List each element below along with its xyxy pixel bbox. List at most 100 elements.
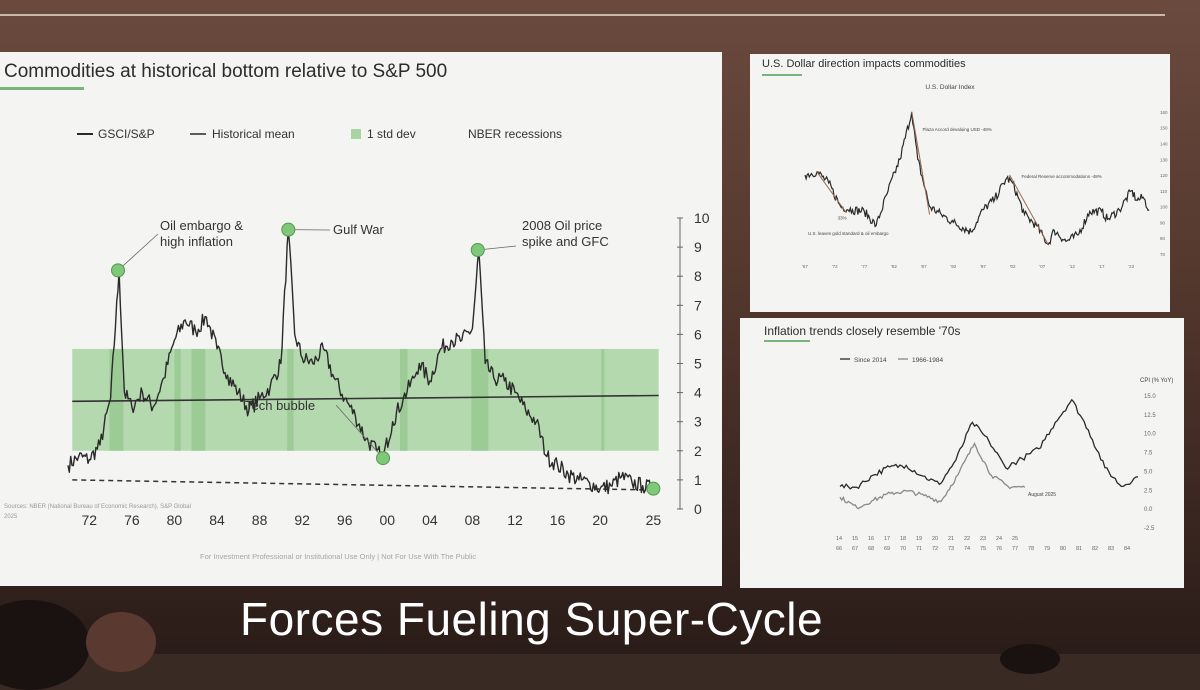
y-tick-label-9: 9 (694, 239, 702, 255)
x-tick-label-25: 25 (646, 512, 662, 528)
usd-y-tick-150: 150 (1160, 126, 1168, 131)
infl-x-top-20: 20 (932, 536, 938, 542)
legend-nber-label: NBER recessions (468, 127, 562, 141)
main-chart-panel: Commodities at historical bottom relativ… (0, 52, 722, 586)
inflation-y-title: CPI (% YoY) (1140, 378, 1173, 384)
inflation-chart-panel: Inflation trends closely resemble '70s S… (740, 318, 1184, 588)
slide-top-rule (0, 14, 1165, 16)
usd-y-tick-120: 120 (1160, 173, 1168, 178)
usd-x-tick-3: '82 (891, 264, 897, 269)
x-tick-label-20: 20 (592, 512, 608, 528)
x-tick-label-08: 08 (465, 512, 481, 528)
y-tick-label-1: 1 (694, 472, 702, 488)
annotation-text-2-0: 2008 Oil price (522, 218, 602, 233)
y-tick-label-2: 2 (694, 443, 702, 459)
usd-y-tick-80: 80 (1160, 236, 1166, 241)
x-tick-label-84: 84 (209, 512, 225, 528)
usd-y-tick-110: 110 (1160, 189, 1168, 194)
inflation-annotation: August 2025 (1028, 492, 1056, 498)
infl-x-bottom-75: 75 (980, 546, 986, 552)
usd-x-tick-11: '22 (1128, 264, 1134, 269)
infl-x-top-16: 16 (868, 536, 874, 542)
legend-std-swatch (351, 129, 361, 139)
event-marker-1 (282, 223, 295, 236)
usd-ann-pct: 33% (838, 215, 847, 220)
main-legend: GSCI/S&P Historical mean 1 std dev NBER … (77, 127, 562, 141)
usd-x-tick-0: '67 (802, 264, 808, 269)
usd-ann-gold: U.S. leaves gold standard & oil embargo (808, 231, 889, 236)
infl-x-bottom-67: 67 (852, 546, 858, 552)
usd-chart-panel: U.S. Dollar direction impacts commoditie… (750, 54, 1170, 312)
infl-x-bottom-80: 80 (1060, 546, 1066, 552)
y-tick-label-0: 0 (694, 501, 702, 517)
y-tick-label-10: 10 (694, 210, 710, 226)
slide-caption: Forces Fueling Super-Cycle (240, 592, 823, 646)
infl-x-top-15: 15 (852, 536, 858, 542)
nber-recession-4 (400, 349, 407, 451)
infl-x-top-23: 23 (980, 536, 986, 542)
infl-x-bottom-82: 82 (1092, 546, 1098, 552)
infl-y-tick-7: -2.5 (1144, 526, 1155, 532)
infl-x-top-17: 17 (884, 536, 890, 542)
x-tick-label-00: 00 (379, 512, 395, 528)
y-tick-label-5: 5 (694, 356, 702, 372)
usd-y-tick-70: 70 (1160, 252, 1166, 257)
infl-x-bottom-69: 69 (884, 546, 890, 552)
x-tick-label-16: 16 (550, 512, 566, 528)
nber-recession-0 (110, 349, 124, 451)
main-footnote-date: 2025 (4, 514, 17, 520)
infl-x-bottom-73: 73 (948, 546, 954, 552)
usd-ann-plaza: Plaza Accord devaluing USD -48% (922, 127, 991, 132)
usd-trend-3 (817, 172, 847, 213)
inflation-chart: Since 2014 1966-1984 CPI (% YoY) August … (740, 318, 1184, 588)
usd-x-tick-8: '07 (1039, 264, 1045, 269)
infl-y-tick-6: 0.0 (1144, 507, 1153, 513)
annotation-text-3-0: Tech bubble (245, 398, 315, 413)
x-tick-label-12: 12 (507, 512, 523, 528)
y-tick-label-4: 4 (694, 385, 702, 401)
usd-x-tick-1: '72 (832, 264, 838, 269)
nber-recession-5 (471, 349, 488, 451)
infl-y-tick-0: 15.0 (1144, 394, 1156, 400)
event-marker-0 (112, 264, 125, 277)
usd-y-tick-90: 90 (1160, 220, 1166, 225)
disclaimer: For Investment Professional or Instituti… (200, 552, 476, 561)
y-tick-label-7: 7 (694, 297, 702, 313)
x-tick-label-96: 96 (337, 512, 353, 528)
audience-head-2 (86, 612, 156, 672)
infl-x-bottom-78: 78 (1028, 546, 1034, 552)
y-tick-label-6: 6 (694, 326, 702, 342)
inflation-legend: Since 2014 1966-1984 (840, 357, 943, 364)
nber-recession-6 (601, 349, 604, 451)
infl-y-tick-4: 5.0 (1144, 469, 1153, 475)
x-tick-label-80: 80 (167, 512, 183, 528)
usd-subtitle: U.S. Dollar Index (925, 84, 975, 91)
x-tick-label-92: 92 (294, 512, 310, 528)
usd-y-tick-160: 160 (1160, 110, 1168, 115)
bottom-reference-line (72, 480, 658, 490)
annotation-text-1-0: Gulf War (333, 222, 384, 237)
event-marker-2 (471, 244, 484, 257)
usd-x-tick-5: '92 (950, 264, 956, 269)
current-value-marker (647, 482, 660, 495)
usd-y-tick-130: 130 (1160, 157, 1168, 162)
infl-y-tick-3: 7.5 (1144, 451, 1153, 457)
infl-x-top-19: 19 (916, 536, 922, 542)
event-marker-3 (377, 452, 390, 465)
usd-y-tick-140: 140 (1160, 141, 1168, 146)
infl-x-bottom-84: 84 (1124, 546, 1130, 552)
main-footnote-source: Sources: NBER (National Bureau of Econom… (4, 504, 191, 510)
annotation-text-0-0: Oil embargo & (160, 218, 243, 233)
infl-y-tick-1: 12.5 (1144, 413, 1156, 419)
y-tick-label-8: 8 (694, 268, 702, 284)
usd-x-tick-7: '02 (1010, 264, 1016, 269)
infl-x-bottom-76: 76 (996, 546, 1002, 552)
usd-x-tick-10: '17 (1099, 264, 1105, 269)
infl-x-bottom-77: 77 (1012, 546, 1018, 552)
infl-x-bottom-74: 74 (964, 546, 970, 552)
y-tick-label-3: 3 (694, 414, 702, 430)
audience-head-right (1000, 644, 1060, 674)
series-1966-1984 (840, 400, 1138, 489)
infl-x-bottom-72: 72 (932, 546, 938, 552)
infl-x-bottom-71: 71 (916, 546, 922, 552)
